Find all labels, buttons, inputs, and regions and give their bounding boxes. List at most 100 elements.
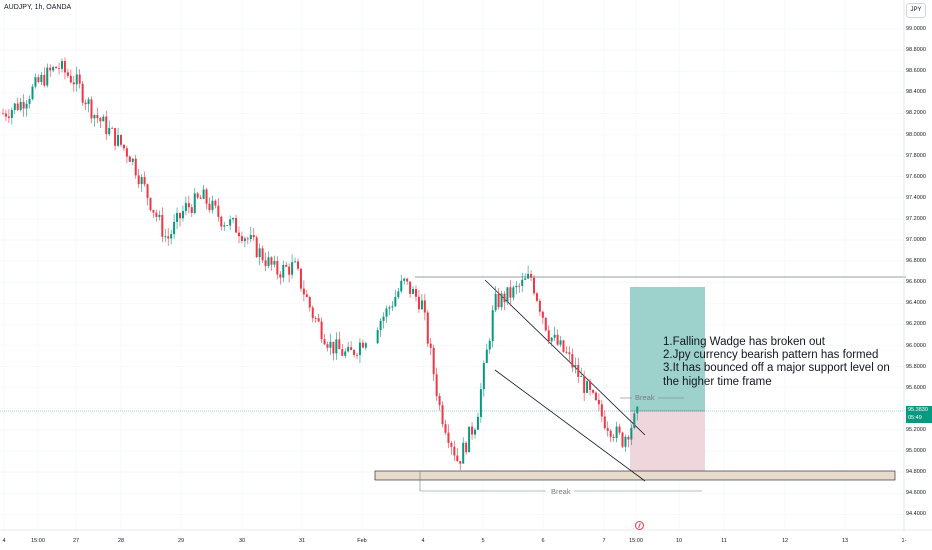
price-tick-label: 96.8000 [906,258,926,265]
candle-body [423,300,426,313]
price-tick-label: 96.6000 [906,279,926,286]
candle-body [391,306,394,308]
scroll-to-realtime-icon[interactable] [635,521,644,530]
candle-body [547,330,550,342]
candle-body [459,461,462,464]
candle-body [46,67,49,86]
price-tick-label: 94.8000 [906,469,926,476]
candle-body [465,442,468,453]
profit-zone[interactable] [630,287,705,411]
candle-body [471,426,474,435]
candle-body [344,351,347,356]
candle-body [249,234,252,240]
candle-body [335,339,338,354]
candle-body [556,334,559,345]
last-price-tag: 95.3830 05:49 [906,406,932,423]
annotation-line-2: 2.Jpy currency bearish pattern has forme… [663,349,879,362]
candle-body [515,285,518,288]
candle-body [93,115,96,119]
candle-body [535,293,538,301]
candle-body [594,392,597,401]
candle-body [220,216,223,227]
time-tick-label: 30 [238,538,246,544]
candle-body [509,287,512,298]
candle-body [571,354,574,368]
candle-body [388,307,391,309]
time-tick-label: 5 [481,538,485,544]
candle-body [409,281,412,294]
candle-body [229,219,232,226]
candle-body [488,340,491,350]
time-tick-label: 7 [602,538,606,544]
candle-body [184,203,187,211]
candle-body [137,175,140,185]
candle-body [586,381,589,393]
candle-body [16,103,19,110]
candle-body [376,330,379,344]
price-tick-label: 95.0000 [906,448,926,454]
support-zone[interactable] [374,470,896,481]
candle-body [270,257,273,265]
candle-body [196,193,199,198]
loss-zone[interactable] [630,411,705,471]
candle-body [577,365,580,377]
candle-body [562,340,565,352]
currency-badge[interactable]: JPY [906,3,926,18]
candle-body [90,99,93,119]
candle-body [589,381,592,391]
time-tick-label: 10 [675,538,683,544]
candle-body [264,260,267,266]
candle-body [612,436,615,438]
symbol-title[interactable]: AUDJPY, 1h, OANDA [4,4,72,11]
candle-body [600,404,603,417]
candle-body [385,308,388,317]
candle-body [199,197,202,199]
candle-body [450,442,453,447]
candle-body [143,177,146,185]
wedge-lower-line[interactable] [494,369,646,482]
break-label-bottom[interactable]: Break [551,487,571,496]
candle-body [294,261,297,263]
price-tick-label: 96.2000 [906,321,926,328]
price-tick-label: 98.6000 [906,68,926,75]
time-tick-label: 31 [298,538,306,544]
candle-body [131,158,134,162]
candle-body [273,260,276,265]
candle-body [61,61,63,69]
annotation-text[interactable]: 1.Falling Wadge has broken out 2.Jpy cur… [663,336,890,389]
candle-body [420,300,423,310]
candle-body [72,82,75,85]
wedge-upper-line[interactable] [484,279,646,436]
candle-body [117,134,120,146]
candle-body [621,432,624,447]
price-tick-label: 97.0000 [906,237,926,243]
candle-body [606,428,609,431]
candle-body [181,210,184,219]
candle-body [243,238,246,242]
candle-body [205,189,208,204]
candle-body [297,261,299,269]
candle-body [476,416,479,430]
candle-body [468,426,471,453]
time-tick-label: 28 [117,538,125,544]
candle-body [527,273,530,279]
candle-body [314,317,317,319]
candle-body [559,340,562,345]
candle-body [13,103,16,110]
candle-body [541,311,544,318]
candle-body [164,236,167,238]
candle-body [302,288,305,295]
candle-body [491,310,494,341]
time-tick-label: 29 [177,538,185,544]
price-tick-label: 99.0000 [906,26,926,32]
candle-body [574,365,577,368]
candle-body [217,205,220,217]
candle-body [500,293,503,308]
candle-body [282,264,285,278]
break-label-top[interactable]: Break [635,393,655,402]
candle-body [456,455,459,462]
candle-body [538,300,541,312]
chart-grid [0,0,905,530]
candle-body [140,177,143,185]
